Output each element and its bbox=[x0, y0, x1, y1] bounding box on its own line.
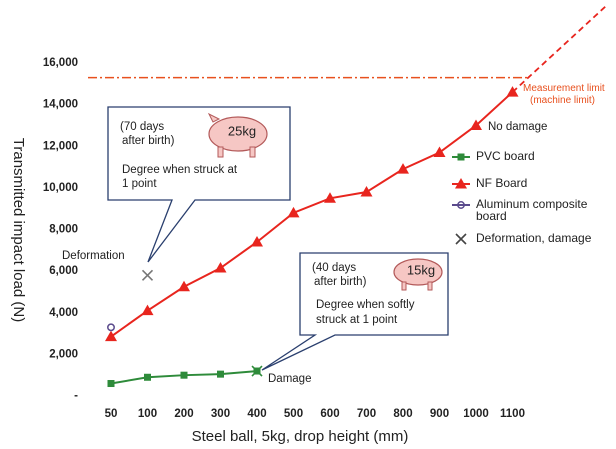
weight-label: 25kg bbox=[228, 123, 256, 138]
marker bbox=[433, 146, 446, 157]
x-tick-label: 800 bbox=[393, 408, 412, 420]
x-tick-label: 900 bbox=[430, 408, 449, 420]
marker bbox=[217, 370, 224, 378]
marker bbox=[470, 119, 482, 130]
y-tick-label: 12,000 bbox=[43, 140, 78, 152]
legend-marker bbox=[455, 233, 467, 245]
callout: (40 days after birth) 15kg Degree when s… bbox=[261, 252, 449, 371]
x-tick-label: 200 bbox=[174, 408, 193, 420]
marker bbox=[105, 330, 117, 342]
callout-text: (70 days bbox=[120, 121, 164, 133]
callout-text: Degree when struck at bbox=[122, 164, 238, 176]
legend-label-line: board bbox=[476, 209, 507, 223]
pig-icon bbox=[393, 258, 443, 291]
y-tick-label: 6,000 bbox=[49, 265, 78, 277]
callout-text: (40 days bbox=[312, 262, 356, 274]
x-tick-label: 1100 bbox=[500, 408, 525, 420]
x-axis-label: Steel ball, 5kg, drop height (mm) bbox=[192, 428, 409, 445]
y-tick-label: 2,000 bbox=[49, 348, 78, 360]
legend-label: Aluminum composite board bbox=[476, 197, 588, 223]
marker bbox=[360, 186, 373, 197]
x-tick-label: 500 bbox=[284, 408, 303, 420]
x-tick-label: 700 bbox=[357, 408, 376, 420]
marker bbox=[180, 371, 188, 379]
x-tick-label: 400 bbox=[247, 408, 266, 420]
callout-text: struck at 1 point bbox=[316, 314, 398, 326]
limit-sublabel: (machine limit) bbox=[530, 95, 595, 106]
marker bbox=[107, 380, 115, 388]
y-tick-label: 10,000 bbox=[43, 182, 78, 194]
y-tick-label: - bbox=[74, 390, 78, 402]
callout-text: Degree when softly bbox=[316, 299, 415, 311]
legend-label-line: Aluminum composite bbox=[476, 197, 588, 211]
x-tick-label: 100 bbox=[138, 408, 157, 420]
limit-label: Measurement limit bbox=[523, 83, 605, 94]
legend-label: PVC board bbox=[476, 149, 535, 163]
legend-label: NF Board bbox=[476, 176, 527, 190]
marker bbox=[107, 323, 115, 332]
marker bbox=[324, 192, 336, 203]
annotation: No damage bbox=[488, 121, 547, 133]
y-axis-label: Transmitted impact load (N) bbox=[10, 138, 27, 323]
marker bbox=[214, 262, 227, 273]
annotation: Deformation bbox=[62, 250, 125, 262]
marker bbox=[287, 206, 300, 218]
y-tick-label: 4,000 bbox=[49, 307, 78, 319]
callout-text: after birth) bbox=[122, 135, 175, 147]
weight-label: 15kg bbox=[407, 262, 435, 277]
marker bbox=[141, 269, 154, 281]
y-tick-label: 8,000 bbox=[49, 224, 78, 236]
x-tick-label: 1000 bbox=[463, 408, 489, 420]
x-tick-label: 300 bbox=[211, 408, 230, 420]
marker bbox=[397, 163, 409, 174]
callout-text: after birth) bbox=[314, 276, 367, 288]
legend-label: Deformation, damage bbox=[476, 231, 592, 245]
y-tick-label: 16,000 bbox=[43, 57, 78, 69]
marker bbox=[144, 373, 151, 381]
marker bbox=[178, 280, 190, 292]
marker bbox=[141, 304, 154, 316]
marker bbox=[251, 365, 263, 377]
y-tick-label: 14,000 bbox=[43, 99, 78, 111]
x-tick-label: 600 bbox=[320, 408, 339, 420]
annotation: Damage bbox=[268, 373, 311, 385]
callout: (70 days after birth) 25kg Degree when s… bbox=[107, 106, 291, 263]
callout-text: 1 point bbox=[122, 178, 157, 190]
marker bbox=[251, 235, 263, 247]
projection-line bbox=[511, 5, 607, 93]
pig-icon bbox=[207, 112, 268, 158]
x-tick-label: 50 bbox=[105, 408, 118, 420]
series-line bbox=[110, 91, 514, 338]
